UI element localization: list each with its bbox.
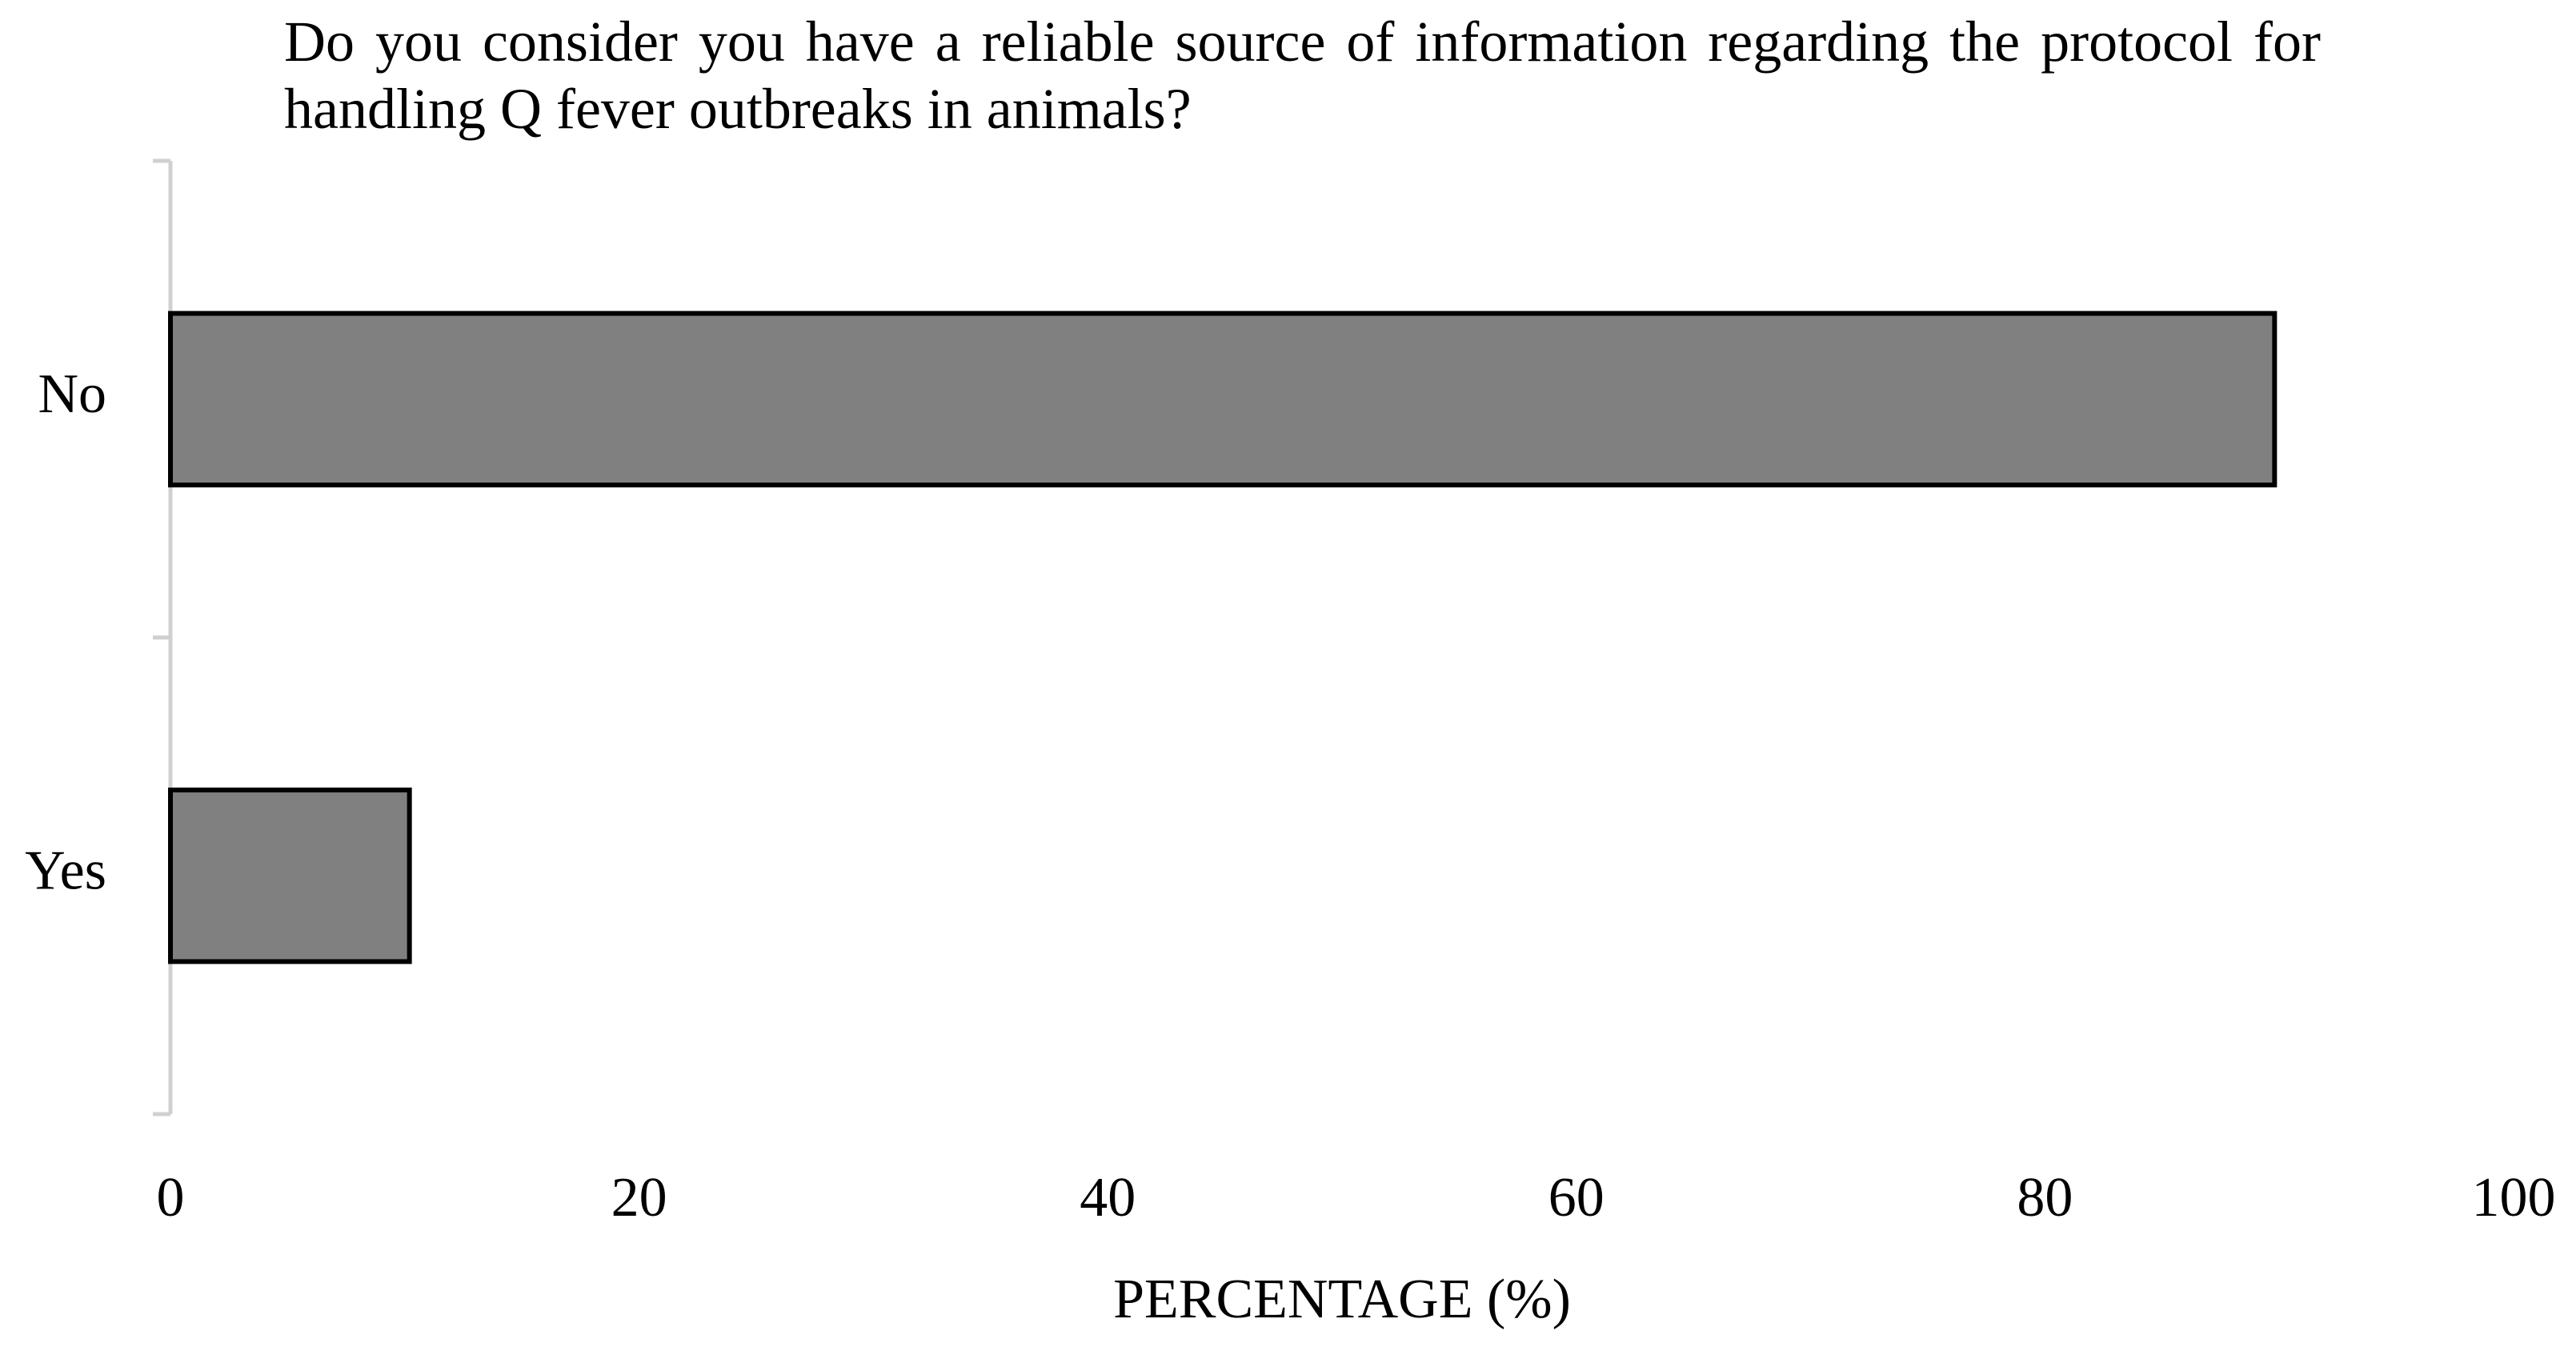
x-axis-label: PERCENTAGE (%) [1113,1269,1571,1330]
bar [168,311,2278,487]
x-tick-label: 60 [1548,1167,1604,1229]
x-tick-label: 20 [611,1167,667,1229]
x-tick-label: 0 [157,1167,185,1229]
x-tick-label: 100 [2472,1167,2556,1229]
x-tick-label: 80 [2017,1167,2073,1229]
y-tick-label: No [38,363,106,425]
chart-title: Do you consider you have a reliable sour… [284,10,2321,141]
y-tick-label: Yes [25,840,106,901]
x-tick-label: 40 [1080,1167,1136,1229]
bar [168,788,412,964]
